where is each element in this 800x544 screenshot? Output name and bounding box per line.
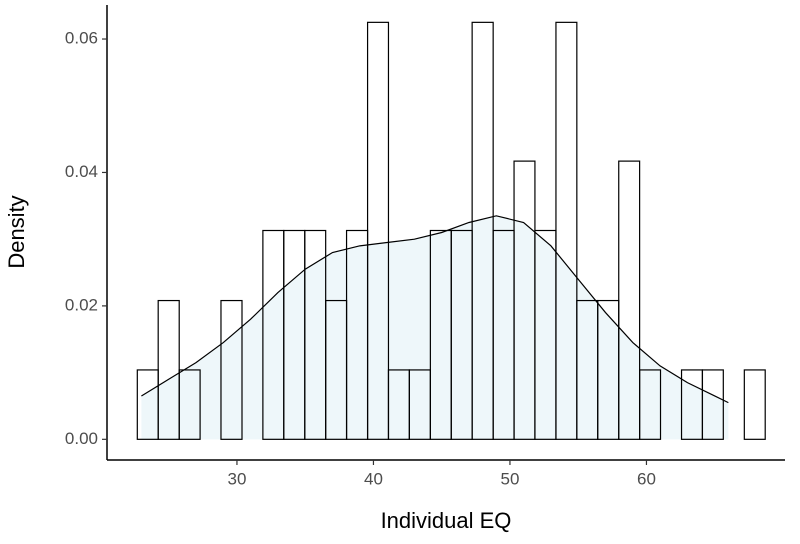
x-tick-label: 30 bbox=[227, 469, 246, 488]
bar bbox=[178, 369, 201, 440]
y-tick-label: 0.02 bbox=[65, 295, 98, 314]
x-tick-label: 40 bbox=[364, 469, 383, 488]
x-axis-title: Individual EQ bbox=[381, 508, 512, 533]
x-tick-label: 50 bbox=[500, 469, 519, 488]
bar bbox=[618, 160, 641, 440]
x-tick-label: 60 bbox=[637, 469, 656, 488]
bar bbox=[555, 21, 578, 440]
bar bbox=[701, 369, 724, 440]
bar bbox=[220, 299, 243, 440]
bar bbox=[639, 369, 662, 440]
bar bbox=[743, 369, 766, 440]
density-area bbox=[141, 215, 729, 440]
y-tick-label: 0.06 bbox=[65, 29, 98, 48]
y-tick-label: 0.04 bbox=[65, 162, 98, 181]
y-tick-label: 0.00 bbox=[65, 429, 98, 448]
density-line bbox=[141, 215, 729, 404]
y-axis-title: Density bbox=[4, 195, 29, 268]
bar bbox=[366, 21, 390, 440]
